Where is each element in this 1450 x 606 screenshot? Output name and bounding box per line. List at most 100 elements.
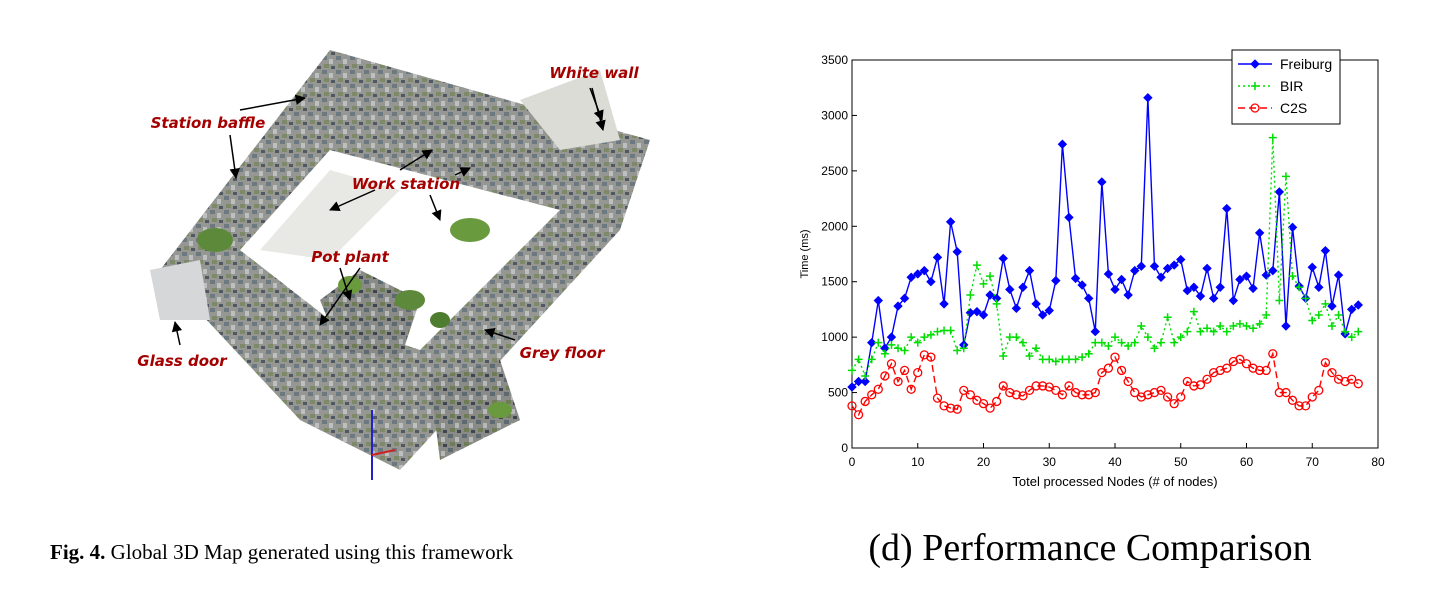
data-point — [1275, 296, 1284, 305]
data-point — [1163, 313, 1172, 322]
data-point — [1051, 275, 1061, 286]
data-point — [1032, 344, 1041, 353]
y-tick-label: 2500 — [821, 164, 848, 178]
data-point — [854, 355, 863, 364]
data-point — [1208, 367, 1219, 378]
x-tick-label: 10 — [911, 455, 925, 469]
data-point — [939, 401, 949, 411]
data-point — [939, 299, 949, 309]
y-tick-label: 500 — [828, 386, 848, 400]
data-point — [867, 355, 876, 364]
data-point — [1281, 172, 1290, 181]
data-point — [1070, 273, 1081, 284]
data-point — [985, 290, 995, 300]
legend-label: C2S — [1280, 100, 1307, 116]
data-point — [1123, 290, 1133, 300]
annotation: Station baffle — [151, 114, 266, 132]
data-point — [1307, 262, 1317, 273]
data-point — [1222, 327, 1231, 336]
data-point — [1354, 327, 1363, 336]
series-line — [851, 97, 1359, 388]
data-point — [1301, 401, 1311, 411]
data-point — [992, 299, 1001, 308]
data-point — [1143, 92, 1153, 103]
data-point — [1347, 374, 1357, 384]
data-point — [873, 384, 883, 394]
map-image: White wall Station baffle Work station P… — [137, 50, 650, 480]
series-line — [851, 137, 1359, 378]
data-point — [1162, 392, 1173, 402]
annotation: White wall — [549, 64, 639, 82]
data-point — [972, 261, 981, 270]
data-point — [1182, 376, 1192, 387]
data-point — [1242, 322, 1251, 331]
data-point — [847, 382, 857, 392]
data-point — [1078, 353, 1087, 362]
data-point — [874, 338, 883, 347]
x-tick-label: 70 — [1306, 455, 1320, 469]
data-point — [1241, 271, 1252, 281]
data-point — [1083, 293, 1094, 304]
data-point — [867, 390, 877, 400]
x-tick-label: 20 — [977, 455, 991, 469]
annotation: Glass door — [137, 352, 228, 370]
data-point — [926, 277, 936, 287]
data-point — [1176, 392, 1186, 402]
data-point — [1038, 381, 1048, 391]
data-point — [1261, 365, 1271, 376]
caption: (d) Performance Comparison — [868, 527, 1311, 569]
caption-text: Global 3D Map generated using this frame… — [111, 540, 514, 564]
data-point — [1255, 365, 1265, 376]
data-point — [1157, 338, 1166, 347]
legend-marker — [1250, 103, 1260, 113]
data-point — [1334, 310, 1343, 319]
data-point — [1183, 327, 1192, 336]
data-point — [945, 217, 956, 227]
data-point — [1103, 269, 1114, 279]
data-point — [913, 269, 923, 279]
data-point — [1274, 187, 1285, 197]
data-point — [992, 396, 1002, 407]
data-point — [1071, 355, 1080, 364]
legend: Freiburg BIR C2S — [1231, 49, 1341, 125]
data-point — [880, 349, 889, 358]
data-point — [1189, 307, 1198, 316]
data-point — [1255, 319, 1264, 328]
data-point — [853, 410, 864, 420]
data-point — [1327, 367, 1337, 378]
data-point — [1235, 274, 1245, 285]
data-point — [906, 384, 916, 394]
data-point — [1136, 392, 1146, 402]
data-point — [1077, 280, 1087, 290]
data-point — [999, 351, 1008, 360]
data-point — [1031, 299, 1041, 309]
data-point — [1288, 272, 1297, 281]
data-point — [978, 399, 989, 409]
data-point — [894, 344, 903, 353]
caption-label: Fig. 4. — [50, 540, 105, 564]
data-point — [1228, 295, 1239, 306]
data-point — [1031, 381, 1041, 391]
y-tick-label: 1000 — [821, 330, 848, 344]
data-point — [945, 403, 956, 413]
legend-label: BIR — [1280, 78, 1303, 94]
data-point — [1156, 385, 1166, 396]
data-point — [932, 252, 943, 263]
data-point — [920, 333, 929, 342]
data-point — [1195, 380, 1206, 390]
data-point — [1320, 245, 1331, 256]
data-point — [1353, 300, 1363, 310]
annotation: Work station — [352, 175, 460, 193]
data-point — [1268, 133, 1277, 142]
data-point — [1110, 284, 1120, 295]
data-point — [986, 272, 995, 281]
data-point — [1261, 270, 1271, 280]
data-point — [1333, 270, 1344, 280]
data-point — [1333, 374, 1344, 384]
legend-marker — [1251, 82, 1259, 90]
data-point — [1353, 379, 1363, 389]
data-point — [1202, 374, 1212, 384]
data-point — [1116, 274, 1127, 285]
